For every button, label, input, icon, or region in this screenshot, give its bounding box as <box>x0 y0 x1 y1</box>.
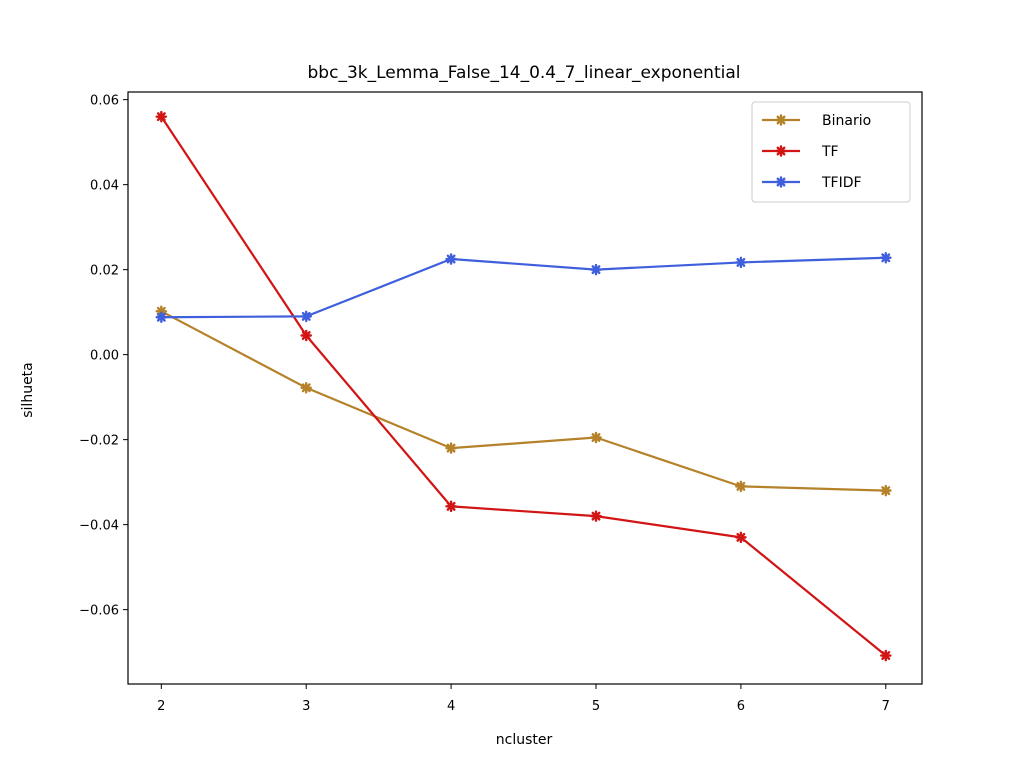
y-tick-label: −0.06 <box>79 604 119 619</box>
legend-label: Binario <box>822 113 871 129</box>
x-axis-label: ncluster <box>496 732 553 748</box>
data-point-binario-7 <box>879 484 892 497</box>
legend-marker <box>775 176 787 188</box>
legend-item-tfidf: TFIDF <box>762 175 862 191</box>
series-line-tfidf <box>161 256 886 319</box>
x-axis: 2 3 4 5 6 7 <box>157 684 890 714</box>
data-point-tfidf-5 <box>590 263 602 276</box>
series-line-tf <box>160 116 887 657</box>
plot-frame <box>127 91 923 685</box>
y-axis-label: silhueta <box>20 362 36 418</box>
y-tick-label: 0.00 <box>90 349 119 364</box>
data-point-tfidf-3 <box>300 310 313 323</box>
chart-title: bbc_3k_Lemma_False_14_0.4_7_linear_expon… <box>308 63 741 83</box>
legend-marker <box>775 114 787 126</box>
y-axis: 0.06 0.04 0.02 0.00 −0.02 −0.04 −0.06 <box>79 94 128 619</box>
x-tick-label: 6 <box>737 699 745 714</box>
data-point-tfidf-7 <box>879 251 892 264</box>
y-tick-label: −0.02 <box>79 434 119 449</box>
data-point-binario-4 <box>445 442 457 454</box>
legend-box <box>751 101 911 203</box>
data-point-tf-6 <box>735 531 747 544</box>
data-point-tf-3 <box>300 329 313 342</box>
data-point-tf-2 <box>155 110 168 123</box>
legend-label: TFIDF <box>821 175 862 191</box>
series-tf <box>155 110 892 662</box>
x-tick-label: 3 <box>302 699 310 714</box>
y-tick-label: 0.02 <box>90 264 119 279</box>
legend-label: TF <box>821 144 839 160</box>
plot-area <box>155 110 892 662</box>
data-point-binario-5 <box>590 431 602 444</box>
data-point-tf-7 <box>879 649 892 662</box>
data-point-tf-4 <box>445 500 457 513</box>
series-tfidf <box>155 251 892 324</box>
data-point-tfidf-2 <box>155 311 168 324</box>
series-binario <box>155 305 892 497</box>
data-point-tfidf-6 <box>735 256 747 269</box>
data-point-tfidf-4 <box>445 253 457 265</box>
y-tick-label: −0.04 <box>79 519 119 534</box>
legend: Binario TF TFIDF <box>751 101 911 203</box>
x-tick-label: 4 <box>447 699 455 714</box>
x-tick-label: 7 <box>882 699 890 714</box>
data-point-binario-3 <box>300 381 313 394</box>
legend-marker <box>775 145 787 157</box>
legend-item-binario: Binario <box>762 113 871 129</box>
series-line-binario <box>160 310 886 492</box>
y-tick-label: 0.06 <box>90 94 119 109</box>
data-point-binario-6 <box>735 480 747 493</box>
y-tick-label: 0.04 <box>90 179 119 194</box>
x-tick-label: 2 <box>157 699 165 714</box>
legend-item-tf: TF <box>762 144 839 160</box>
data-point-tf-5 <box>590 510 602 522</box>
x-tick-label: 5 <box>592 699 600 714</box>
